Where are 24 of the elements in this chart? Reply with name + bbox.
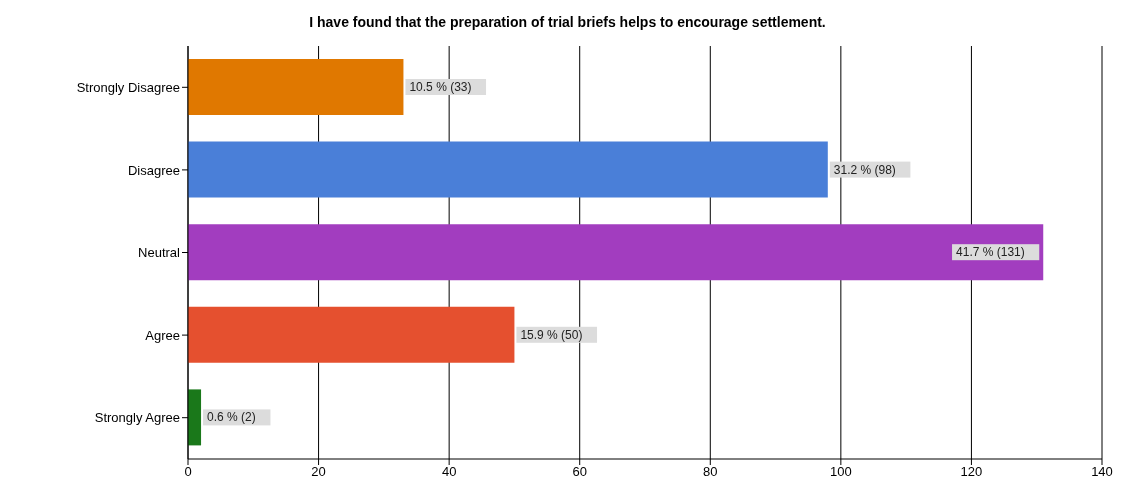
y-tick-label: Strongly Agree	[94, 410, 180, 426]
bar	[188, 59, 404, 115]
y-tick-label: Disagree	[127, 162, 180, 178]
data-label: 15.9 % (50)	[520, 327, 583, 342]
x-tick-label: 20	[311, 464, 326, 480]
x-tick-label: 140	[1091, 464, 1113, 480]
data-label: 10.5 % (33)	[409, 80, 472, 94]
chart-title: I have found that the preparation of trial briefs helps to encourage settlement.	[308, 13, 827, 32]
data-label: 0.6 % (2)	[207, 410, 256, 425]
data-label: 31.2 % (98)	[833, 162, 896, 177]
x-tick-label: 80	[703, 464, 718, 480]
x-tick-label: 40	[441, 464, 457, 480]
bar	[188, 141, 828, 198]
bar	[188, 224, 1044, 281]
x-tick-label: 0	[184, 464, 192, 480]
bar	[188, 389, 202, 446]
bar	[188, 306, 515, 363]
data-label: 41.7 % (131)	[956, 245, 1025, 260]
y-tick-label: Agree	[145, 327, 180, 343]
x-tick-label: 60	[572, 464, 587, 480]
y-tick-label: Strongly Disagree	[76, 79, 180, 95]
x-tick-label: 100	[830, 464, 852, 480]
y-tick-label: Neutral	[138, 245, 181, 261]
x-tick-label: 120	[960, 464, 983, 480]
